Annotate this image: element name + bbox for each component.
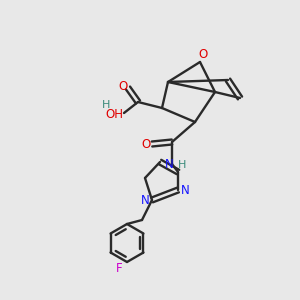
Text: OH: OH [105,109,123,122]
Text: O: O [118,80,127,94]
Text: N: N [141,194,149,208]
Text: N: N [165,158,173,172]
Text: O: O [141,137,151,151]
Text: H: H [102,100,110,110]
Text: F: F [116,262,122,275]
Text: H: H [178,160,186,170]
Text: N: N [181,184,189,197]
Text: O: O [198,47,208,61]
